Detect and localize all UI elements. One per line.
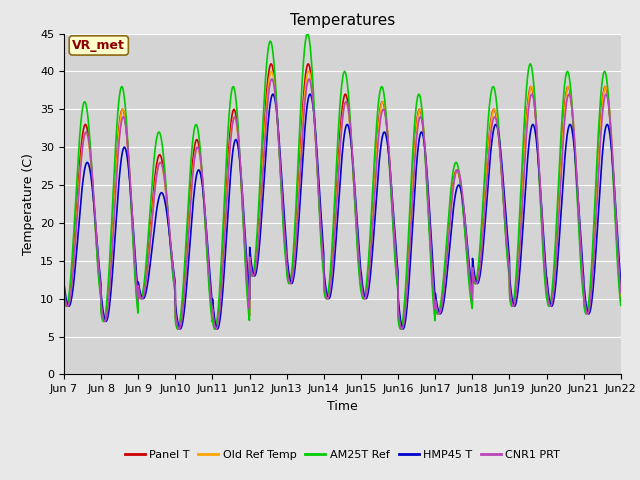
AM25T Ref <box>505 268 513 274</box>
AM25T Ref <box>584 308 591 313</box>
AM25T Ref <box>216 288 223 294</box>
Old Ref Temp <box>584 311 591 316</box>
CNR1 PRT <box>568 106 576 112</box>
Old Ref Temp <box>60 290 68 296</box>
HMP45 T <box>359 285 367 291</box>
Old Ref Temp <box>568 103 576 108</box>
Panel T <box>175 326 182 332</box>
Old Ref Temp <box>371 174 379 180</box>
HMP45 T <box>505 248 513 253</box>
CNR1 PRT <box>617 290 625 296</box>
AM25T Ref <box>359 296 367 301</box>
HMP45 T <box>371 214 379 219</box>
Line: Panel T: Panel T <box>64 64 621 329</box>
Panel T <box>617 297 625 303</box>
AM25T Ref <box>174 326 182 332</box>
HMP45 T <box>177 326 184 332</box>
CNR1 PRT <box>505 258 513 264</box>
HMP45 T <box>584 309 591 315</box>
Panel T <box>60 292 68 298</box>
Panel T <box>216 301 223 307</box>
CNR1 PRT <box>175 326 183 332</box>
Panel T <box>505 264 513 269</box>
CNR1 PRT <box>268 76 276 82</box>
CNR1 PRT <box>359 291 367 297</box>
Line: AM25T Ref: AM25T Ref <box>64 34 621 329</box>
Legend: Panel T, Old Ref Temp, AM25T Ref, HMP45 T, CNR1 PRT: Panel T, Old Ref Temp, AM25T Ref, HMP45 … <box>120 445 564 464</box>
AM25T Ref <box>617 302 625 308</box>
Y-axis label: Temperature (C): Temperature (C) <box>22 153 35 255</box>
HMP45 T <box>617 281 625 287</box>
Old Ref Temp <box>268 69 275 74</box>
Line: CNR1 PRT: CNR1 PRT <box>64 79 621 329</box>
Panel T <box>268 61 275 67</box>
Panel T <box>584 310 591 316</box>
AM25T Ref <box>371 146 379 152</box>
Title: Temperatures: Temperatures <box>290 13 395 28</box>
Old Ref Temp <box>216 306 223 312</box>
Old Ref Temp <box>617 293 625 299</box>
AM25T Ref <box>568 103 576 109</box>
CNR1 PRT <box>584 311 591 317</box>
Old Ref Temp <box>505 260 513 266</box>
HMP45 T <box>216 320 223 325</box>
Panel T <box>359 294 367 300</box>
Panel T <box>568 107 576 113</box>
CNR1 PRT <box>60 287 68 292</box>
Old Ref Temp <box>359 292 367 298</box>
AM25T Ref <box>60 296 68 302</box>
Line: HMP45 T: HMP45 T <box>64 94 621 329</box>
Line: Old Ref Temp: Old Ref Temp <box>64 72 621 329</box>
HMP45 T <box>269 91 276 97</box>
HMP45 T <box>60 281 68 287</box>
Text: VR_met: VR_met <box>72 39 125 52</box>
HMP45 T <box>568 127 576 133</box>
CNR1 PRT <box>371 185 379 191</box>
AM25T Ref <box>303 31 311 36</box>
CNR1 PRT <box>216 310 223 316</box>
X-axis label: Time: Time <box>327 400 358 413</box>
Old Ref Temp <box>175 326 182 332</box>
Panel T <box>371 168 379 174</box>
